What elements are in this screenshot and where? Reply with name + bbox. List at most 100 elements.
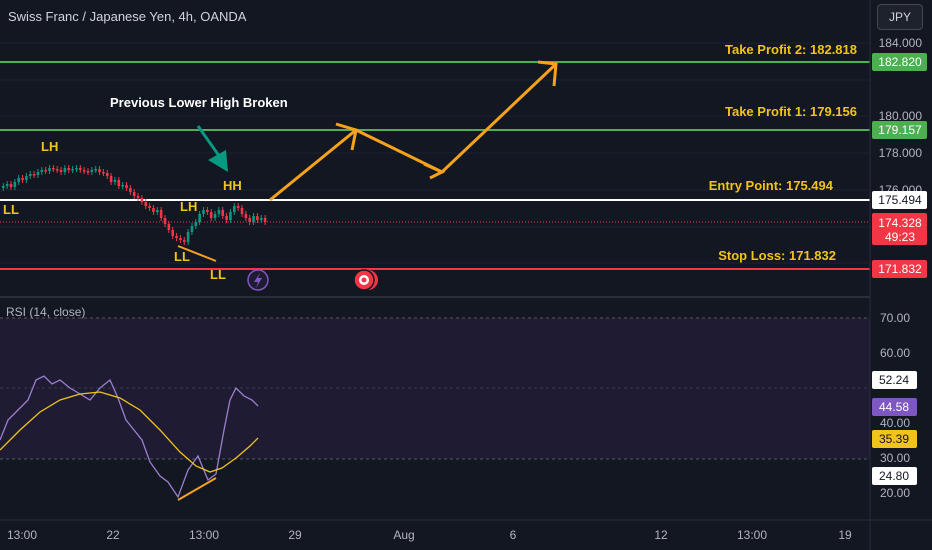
candle (236, 206, 240, 208)
candle (229, 212, 232, 220)
time-tick: 13:00 (737, 528, 767, 542)
rsi-divergence-line[interactable] (177, 477, 217, 501)
candle (252, 216, 255, 222)
rsi-tick: 60.00 (880, 346, 910, 360)
candle (40, 170, 44, 172)
ll-label-3: LL (210, 267, 226, 282)
candle (63, 168, 67, 172)
svg-text:175.494: 175.494 (878, 193, 922, 207)
tp1-label: Take Profit 1: 179.156 (725, 104, 857, 119)
price-tick: 180.000 (879, 109, 923, 123)
candle (129, 188, 132, 192)
candle (86, 171, 90, 173)
svg-text:174.328: 174.328 (878, 216, 922, 230)
candle (71, 169, 74, 171)
candle (109, 176, 113, 182)
candle (163, 218, 167, 224)
candle (263, 218, 267, 222)
svg-text:52.24: 52.24 (879, 373, 909, 387)
candle (244, 214, 248, 218)
candle (98, 169, 101, 172)
projection-path[interactable] (269, 60, 558, 202)
time-tick: 13:00 (189, 528, 219, 542)
rsi-tick: 20.00 (880, 486, 910, 500)
candle (209, 212, 213, 218)
teal-arrow-icon[interactable] (196, 125, 228, 172)
candle (140, 198, 144, 202)
candle (194, 222, 198, 226)
candle (28, 174, 32, 176)
candle (94, 169, 97, 171)
candle (248, 218, 251, 222)
candle (82, 170, 86, 172)
time-tick: 29 (288, 528, 302, 542)
candle (17, 178, 20, 182)
rsi-ma-badge: 35.39 (872, 430, 917, 448)
svg-text:35.39: 35.39 (879, 432, 909, 446)
candle (13, 182, 17, 187)
candle (36, 172, 40, 175)
candle (2, 186, 5, 188)
candle (5, 184, 9, 186)
candle (213, 214, 217, 218)
svg-text:44.58: 44.58 (879, 400, 909, 414)
ll-label-2: LL (174, 249, 190, 264)
candle (156, 210, 159, 212)
candle (48, 168, 51, 171)
currency-button[interactable]: JPY (877, 4, 923, 30)
candle (117, 180, 121, 186)
ll-trendline[interactable] (177, 245, 217, 262)
hh-label: HH (223, 178, 242, 193)
candle (186, 232, 190, 242)
time-tick: 19 (838, 528, 852, 542)
rsi-tick: 70.00 (880, 311, 910, 325)
entry-label: Entry Point: 175.494 (709, 178, 834, 193)
entry-badge: 175.494 (872, 191, 927, 209)
ll-label-1: LL (3, 202, 19, 217)
lh-label-2: LH (180, 199, 197, 214)
candle (102, 172, 105, 174)
time-tick: 22 (106, 528, 120, 542)
candle (225, 216, 228, 220)
rsi-value-badge: 44.58 (872, 398, 917, 416)
candle (90, 170, 94, 172)
event-icon[interactable] (353, 269, 378, 291)
candle (182, 240, 186, 242)
candle (32, 174, 36, 176)
time-tick: Aug (393, 528, 414, 542)
candle (59, 170, 63, 172)
candle (206, 210, 209, 212)
rsi-ma-line (0, 391, 259, 473)
candle (240, 208, 244, 214)
candle (67, 168, 71, 170)
time-tick: 12 (654, 528, 668, 542)
candle (113, 180, 117, 182)
rsi-legend[interactable]: RSI (14, close) (6, 305, 86, 319)
candle (25, 176, 28, 180)
svg-text:179.157: 179.157 (878, 123, 922, 137)
tp2-label: Take Profit 2: 182.818 (725, 42, 857, 57)
candle (136, 196, 140, 198)
broken-note: Previous Lower High Broken (110, 95, 288, 110)
current-price-badge: 174.328 49:23 (872, 213, 927, 245)
rsi-tick: 30.00 (880, 451, 910, 465)
candle (167, 224, 171, 230)
candle (233, 206, 236, 212)
svg-text:171.832: 171.832 (878, 262, 922, 276)
candle (171, 230, 174, 236)
rsi-tick: 40.00 (880, 416, 910, 430)
candle (152, 208, 155, 212)
pane-separator[interactable] (0, 296, 870, 298)
candle (148, 206, 151, 208)
price-tick: 178.000 (879, 146, 923, 160)
candle (259, 218, 263, 220)
candle (179, 238, 182, 240)
candle (105, 173, 109, 176)
candlestick-series (2, 165, 267, 245)
candle (75, 168, 78, 170)
price-tick: 184.000 (879, 36, 923, 50)
stop-label: Stop Loss: 171.832 (718, 248, 836, 263)
lightning-icon[interactable] (247, 269, 269, 291)
candle (190, 226, 194, 232)
